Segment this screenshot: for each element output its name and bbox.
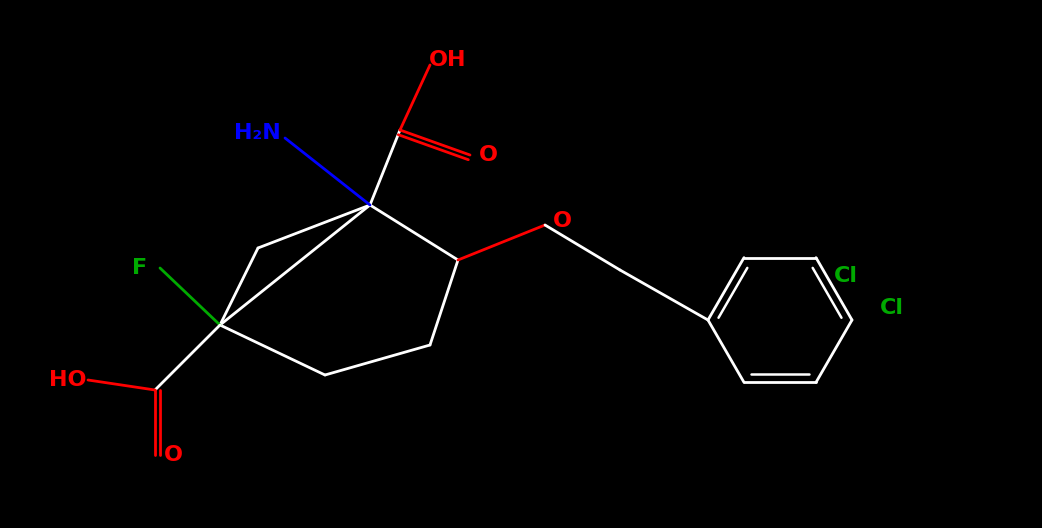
Text: HO: HO	[49, 370, 86, 390]
Text: Cl: Cl	[834, 266, 858, 286]
Text: O: O	[164, 445, 182, 465]
Text: O: O	[478, 145, 497, 165]
Text: F: F	[132, 258, 148, 278]
Text: OH: OH	[429, 50, 467, 70]
Text: Cl: Cl	[880, 298, 904, 318]
Text: H₂N: H₂N	[233, 123, 280, 143]
Text: O: O	[553, 211, 572, 231]
